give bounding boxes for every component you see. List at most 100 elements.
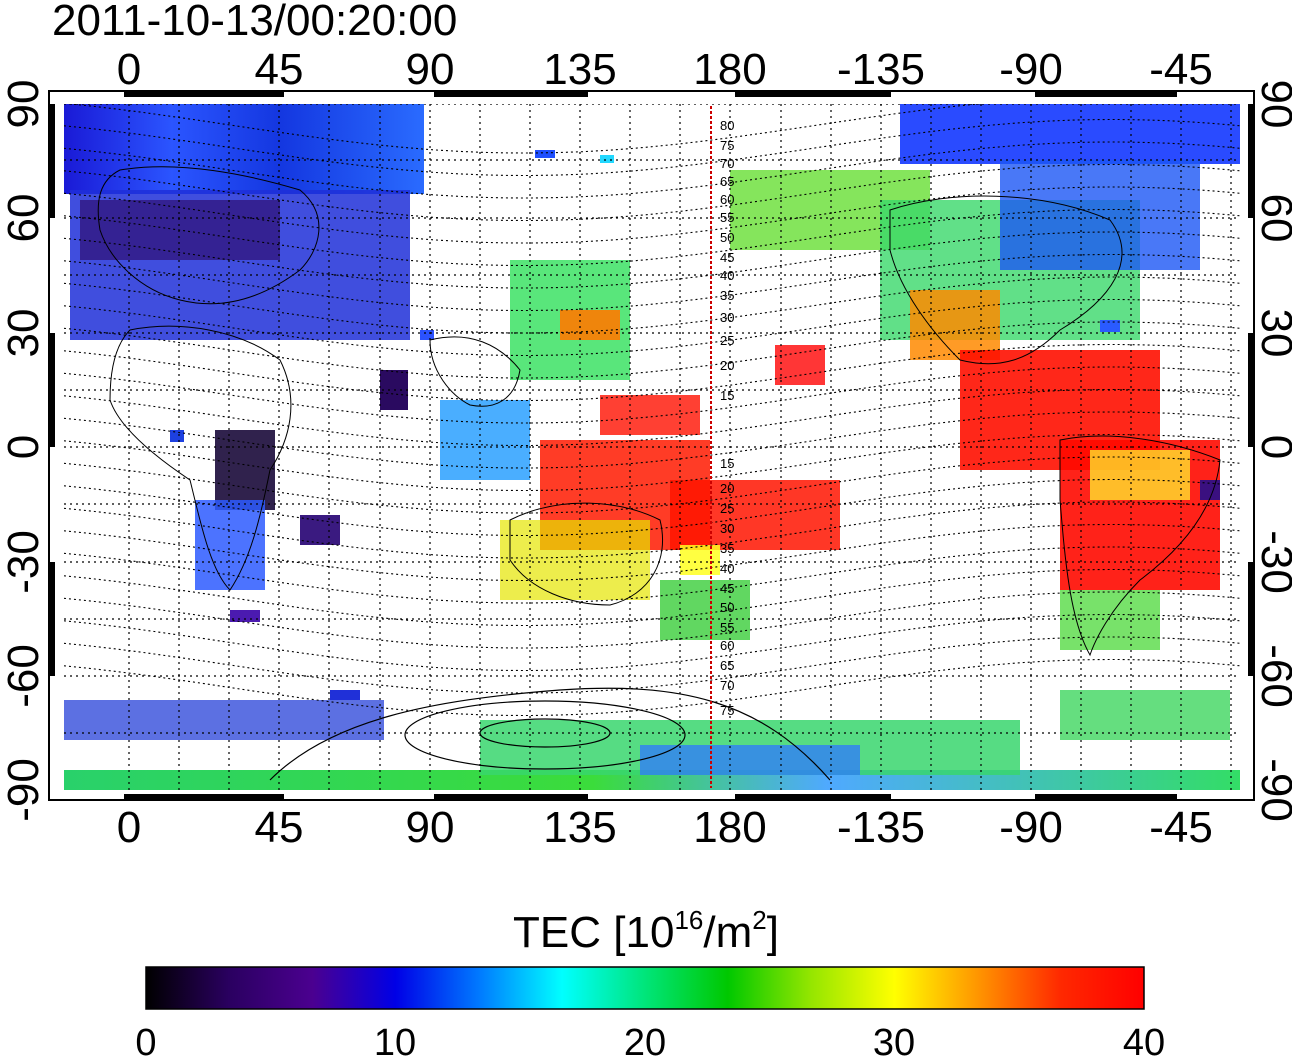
- colorbar-label-main: TEC [10: [513, 908, 675, 957]
- y-tick-left: 90: [0, 80, 48, 129]
- mag-contour-line: [64, 276, 1240, 334]
- mag-label: 60: [720, 638, 734, 653]
- y-tick-right: -60: [1252, 644, 1292, 708]
- x-tick-bottom: 90: [406, 803, 455, 852]
- tec-mexico-orange: [910, 290, 1000, 360]
- mag-label: 80: [720, 118, 734, 133]
- colorbar-label-exp1: 16: [674, 905, 704, 935]
- mag-label: 50: [720, 230, 734, 245]
- tec-antarctic-blue: [640, 745, 860, 775]
- colorbar-tick: 20: [624, 1022, 666, 1057]
- mag-contour-line: [64, 253, 1240, 312]
- coastline-outline: [97, 166, 1221, 657]
- mag-contour-line: [64, 433, 1240, 492]
- y-tick-left: 0: [0, 435, 48, 459]
- mag-contour-line: [64, 546, 1240, 604]
- x-tick-top: 135: [543, 45, 616, 94]
- mag-contour-line: [64, 208, 1240, 267]
- frame-tick-bars: [49, 91, 1254, 800]
- mag-label: 60: [720, 192, 734, 207]
- south-magnetic-ovals: [269, 687, 831, 781]
- mag-contour-line: [64, 231, 1240, 289]
- mag-label: 45: [720, 581, 734, 596]
- y-tick-left: 30: [0, 309, 48, 358]
- mag-contour-line: [64, 568, 1240, 627]
- tec-south-africa: [195, 500, 265, 590]
- y-tick-right: -90: [1252, 758, 1292, 822]
- x-tick-top: 90: [406, 45, 455, 94]
- x-axis-top: 0 45 90 135 180 -135 -90 -45: [117, 45, 1213, 94]
- mag-label: 70: [720, 678, 734, 693]
- x-tick-bottom: 180: [693, 803, 766, 852]
- mag-contour-line: [64, 613, 1240, 672]
- mag-label: 65: [720, 658, 734, 673]
- tec-north-polar: [64, 104, 424, 194]
- mag-label: 75: [720, 138, 734, 153]
- x-tick-top: -135: [837, 45, 925, 94]
- mag-contour-line: [64, 591, 1240, 649]
- mag-label: 30: [720, 310, 734, 325]
- mag-label: 70: [720, 156, 734, 171]
- x-tick-top: 45: [255, 45, 304, 94]
- mag-label: 75: [720, 703, 734, 718]
- mag-label: 20: [720, 358, 734, 373]
- mag-contour-line: [64, 388, 1240, 447]
- x-tick-bottom: -135: [837, 803, 925, 852]
- tec-hawaii: [775, 345, 825, 385]
- colorbar-tick: 10: [374, 1022, 416, 1057]
- x-tick-bottom: -90: [999, 803, 1063, 852]
- x-tick-top: 0: [117, 45, 141, 94]
- mag-label: 40: [720, 561, 734, 576]
- mag-label: 55: [720, 210, 734, 225]
- tec-na-blue: [1000, 160, 1200, 270]
- colorbar-tick: 30: [873, 1022, 915, 1057]
- mag-contour-line: [64, 658, 1240, 717]
- mag-contour-line: [64, 298, 1240, 357]
- x-tick-top: -45: [1149, 45, 1213, 94]
- y-tick-left: -90: [0, 758, 48, 822]
- mag-label: 25: [720, 333, 734, 348]
- y-tick-left: -30: [0, 530, 48, 594]
- tec-field: [64, 104, 1240, 790]
- geomagnetic-latitude-contours: [64, 104, 1240, 717]
- mag-label: 40: [720, 268, 734, 283]
- tec-japan-orange: [560, 310, 620, 340]
- x-tick-top: 180: [693, 45, 766, 94]
- mag-contour-line: [64, 411, 1240, 469]
- y-tick-right: 0: [1252, 435, 1292, 459]
- mag-contour-line: [64, 501, 1240, 559]
- mag-label: 15: [720, 456, 734, 471]
- mag-label: 55: [720, 620, 734, 635]
- tec-australia-yellow: [500, 520, 650, 600]
- colorbar-label: TEC [1016/m2]: [0, 905, 1292, 958]
- y-tick-left: -60: [0, 644, 48, 708]
- mag-contour-line: [64, 163, 1240, 222]
- tec-arctic-cap: [900, 104, 1240, 164]
- mag-label: 15: [720, 388, 734, 403]
- y-axis-right: 90 60 30 0 -30 -60 -90: [1252, 80, 1292, 822]
- tec-antarctic-west: [64, 700, 384, 740]
- x-axis-bottom: 0 45 90 135 180 -135 -90 -45: [117, 803, 1213, 852]
- x-tick-bottom: 45: [255, 803, 304, 852]
- tec-antarctic-east: [1060, 690, 1230, 740]
- x-tick-bottom: -45: [1149, 803, 1213, 852]
- y-tick-right: 60: [1252, 194, 1292, 243]
- tec-sa-yellow: [1090, 450, 1190, 500]
- x-tick-top: -90: [999, 45, 1063, 94]
- graticule: [64, 104, 1240, 790]
- colorbar-ticks: 0 10 20 30 40: [135, 1022, 1165, 1057]
- mag-label: 45: [720, 250, 734, 265]
- mag-contour-line: [64, 366, 1240, 424]
- y-tick-left: 60: [0, 194, 48, 243]
- x-tick-bottom: 0: [117, 803, 141, 852]
- mag-label: 65: [720, 174, 734, 189]
- mag-contour-line: [64, 523, 1240, 582]
- tec-indonesia: [440, 400, 530, 480]
- tec-nz: [660, 580, 750, 640]
- y-tick-right: -30: [1252, 530, 1292, 594]
- colorbar-label-exp2: 2: [752, 905, 767, 935]
- mag-contour-line: [64, 636, 1240, 694]
- tec-scatter-pixels: [170, 150, 1220, 700]
- tec-sa-green: [1060, 590, 1160, 650]
